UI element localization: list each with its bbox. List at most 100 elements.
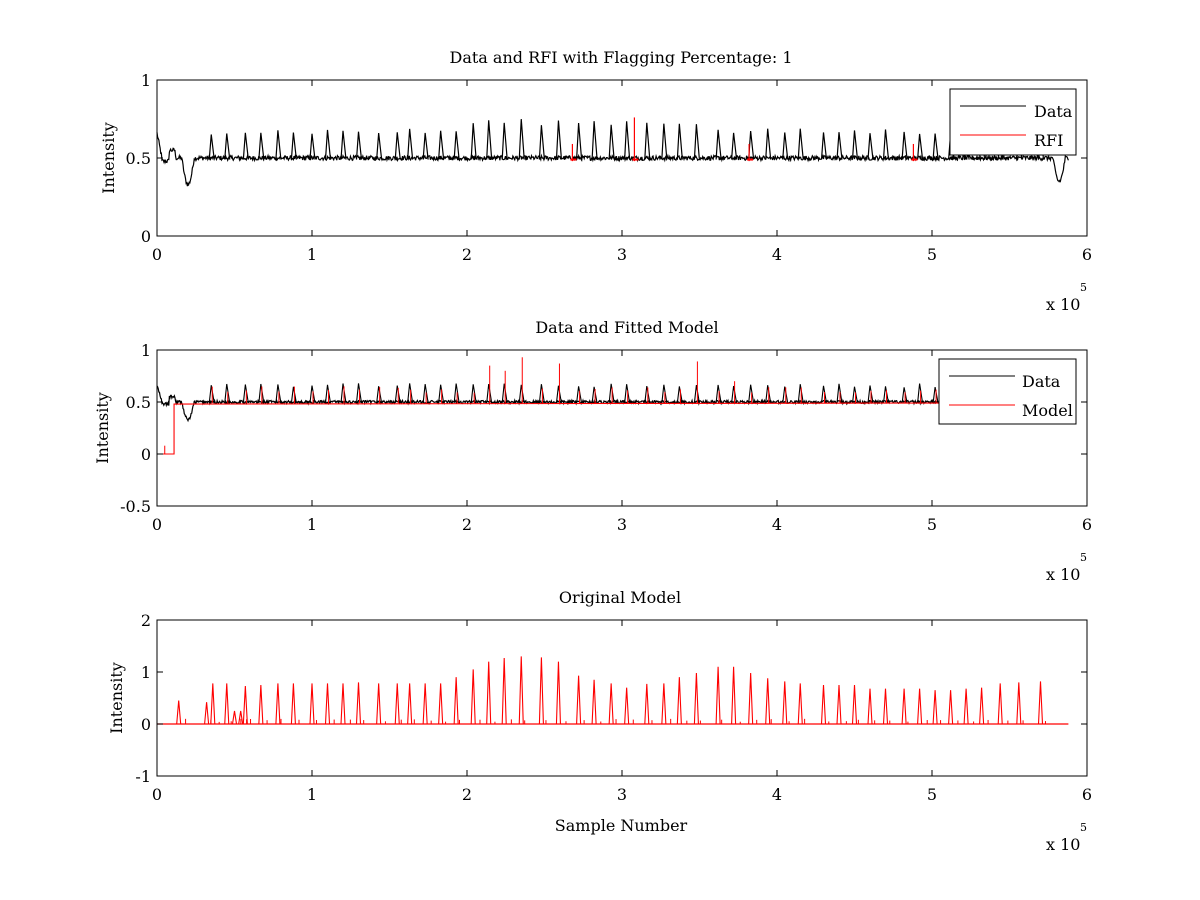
model-peak [693,673,699,725]
model-peak [820,684,827,725]
model-peak [997,683,1003,725]
model-peak [851,684,858,725]
data-spike [715,384,722,404]
model-peak [258,684,264,725]
data-spike [501,383,508,404]
data-spike [438,130,445,160]
data-spike [501,122,508,160]
data-spike [438,384,445,404]
data-spike [917,383,924,404]
data-spike [555,120,563,160]
x-tick-label: 3 [617,245,627,264]
data-spike [882,386,890,404]
data-spike [644,122,651,160]
data-spike [258,132,265,160]
x-tick-label: 0 [152,245,162,264]
x-multiplier-exponent: 5 [1080,821,1087,834]
data-spike [275,384,282,404]
data-spike [376,132,383,160]
data-spike [676,386,683,404]
y-tick-label: 1 [141,341,151,360]
subplot-data-rfi: Data and RFI with Flagging Percentage: 1… [99,48,1092,314]
data-spike [661,384,668,404]
data-spike [836,132,843,160]
x-tick-label: 0 [152,515,162,534]
model-peak [438,683,444,725]
data-spike [538,384,545,404]
subplot-title: Original Model [559,588,681,607]
data-spike [324,384,332,404]
data-spike [693,385,700,404]
data-spike [836,383,843,404]
model-peak [309,683,315,725]
data-spike [394,385,401,404]
data-spike [538,125,545,160]
data-spike [608,124,615,160]
data-spike [407,383,414,404]
x-axis-label: Sample Number [555,816,688,835]
y-tick-label: -0.5 [120,497,151,516]
y-tick-label: 2 [141,611,151,630]
data-spike [470,123,477,160]
data-spike [591,386,598,404]
data-spike [394,132,401,160]
model-peak [901,688,907,725]
data-spike [820,132,828,160]
y-tick-label: 0 [141,445,151,464]
legend-label-model: Model [1022,401,1073,420]
model-peak [355,682,362,725]
model-peak [963,688,969,725]
data-spike [422,384,429,404]
model-peak [501,657,507,725]
plot-area [157,350,1087,506]
model-peak [555,661,561,725]
data-spike [782,386,789,404]
data-spike [422,132,429,160]
data-spike [676,123,683,160]
model-peak [608,683,614,725]
series-model-line [157,402,941,455]
model-peak [797,683,803,725]
x-tick-label: 1 [307,515,317,534]
data-spike [820,385,828,404]
model-peak [624,687,630,725]
legend-box [949,88,1077,156]
y-tick-label: 0 [141,227,151,246]
data-spike [453,383,460,404]
model-peak [715,666,721,725]
x-tick-label: 0 [152,785,162,804]
plot-area [157,620,1087,776]
legend-label-data: Data [1022,372,1061,391]
model-peak [661,683,667,725]
data-spike [624,121,631,160]
model-peak [518,656,524,725]
data-spike [867,133,874,160]
x-tick-label: 2 [462,245,472,264]
x-tick-label: 6 [1082,245,1092,264]
subplot-data-model: Data and Fitted Model Intensity 0 1 2 3 4 5 6 -… [93,318,1092,584]
x-multiplier-exponent: 5 [1080,281,1087,294]
data-spike [782,132,789,160]
data-spike [882,129,890,160]
model-peak [204,702,210,725]
data-spike [715,129,722,160]
model-peak [407,683,413,725]
data-spike [731,132,738,160]
x-tick-label: 4 [772,785,782,804]
data-spike [309,133,316,160]
data-spike [486,120,493,160]
model-peak [1037,681,1044,725]
data-spike [224,133,231,160]
data-spike [518,119,525,160]
y-axis-label: Intensity [99,122,118,194]
legend: Data Model [938,358,1077,425]
y-tick-label: 0.5 [126,393,151,412]
y-tick-label: 1 [141,663,151,682]
model-peak [576,675,582,725]
model-peak [782,681,788,725]
subplot-title: Data and RFI with Flagging Percentage: 1 [449,48,792,67]
x-tick-label: 5 [927,785,937,804]
data-spike [324,129,332,160]
model-peak [231,710,238,725]
model-peak [210,683,216,725]
